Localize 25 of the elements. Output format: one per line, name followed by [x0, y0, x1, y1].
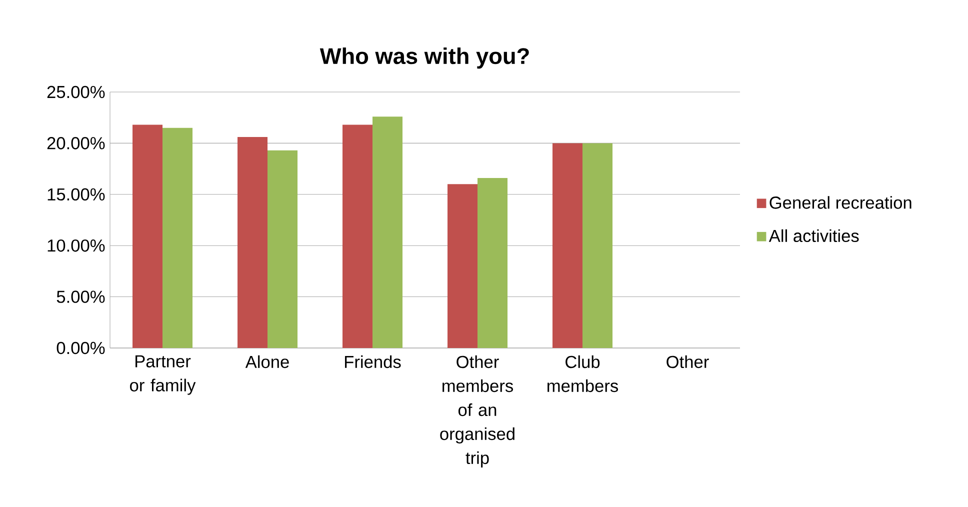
x-tick-label: Partner or family: [130, 355, 196, 395]
legend-label: General recreation: [770, 196, 912, 209]
x-tick-label: Other: [666, 355, 709, 368]
bar: [448, 184, 478, 348]
y-tick-label: 5.00%: [56, 290, 105, 303]
bar: [132, 124, 163, 348]
bar: [238, 137, 268, 348]
legend-label: All activities: [768, 229, 859, 242]
x-tick-label: Other members of an organised trip: [440, 355, 514, 468]
bar: [162, 128, 193, 348]
bar: [268, 150, 298, 348]
bar: [582, 143, 612, 348]
bar: [552, 143, 582, 348]
x-tick-label: Alone: [245, 355, 289, 368]
x-tick-label: Club members: [548, 355, 618, 392]
y-tick-label: 15.00%: [48, 188, 105, 201]
bar: [372, 116, 402, 348]
y-tick-label: 10.00%: [48, 239, 105, 252]
bar: [478, 178, 508, 348]
y-tick-label: 20.00%: [47, 137, 105, 150]
y-tick-label: 25.00%: [47, 86, 105, 98]
y-tick-label: 0.00%: [56, 342, 105, 354]
bar: [342, 124, 373, 348]
x-tick-label: Friends: [345, 355, 401, 368]
chart-title: Who was with you?: [320, 48, 529, 69]
